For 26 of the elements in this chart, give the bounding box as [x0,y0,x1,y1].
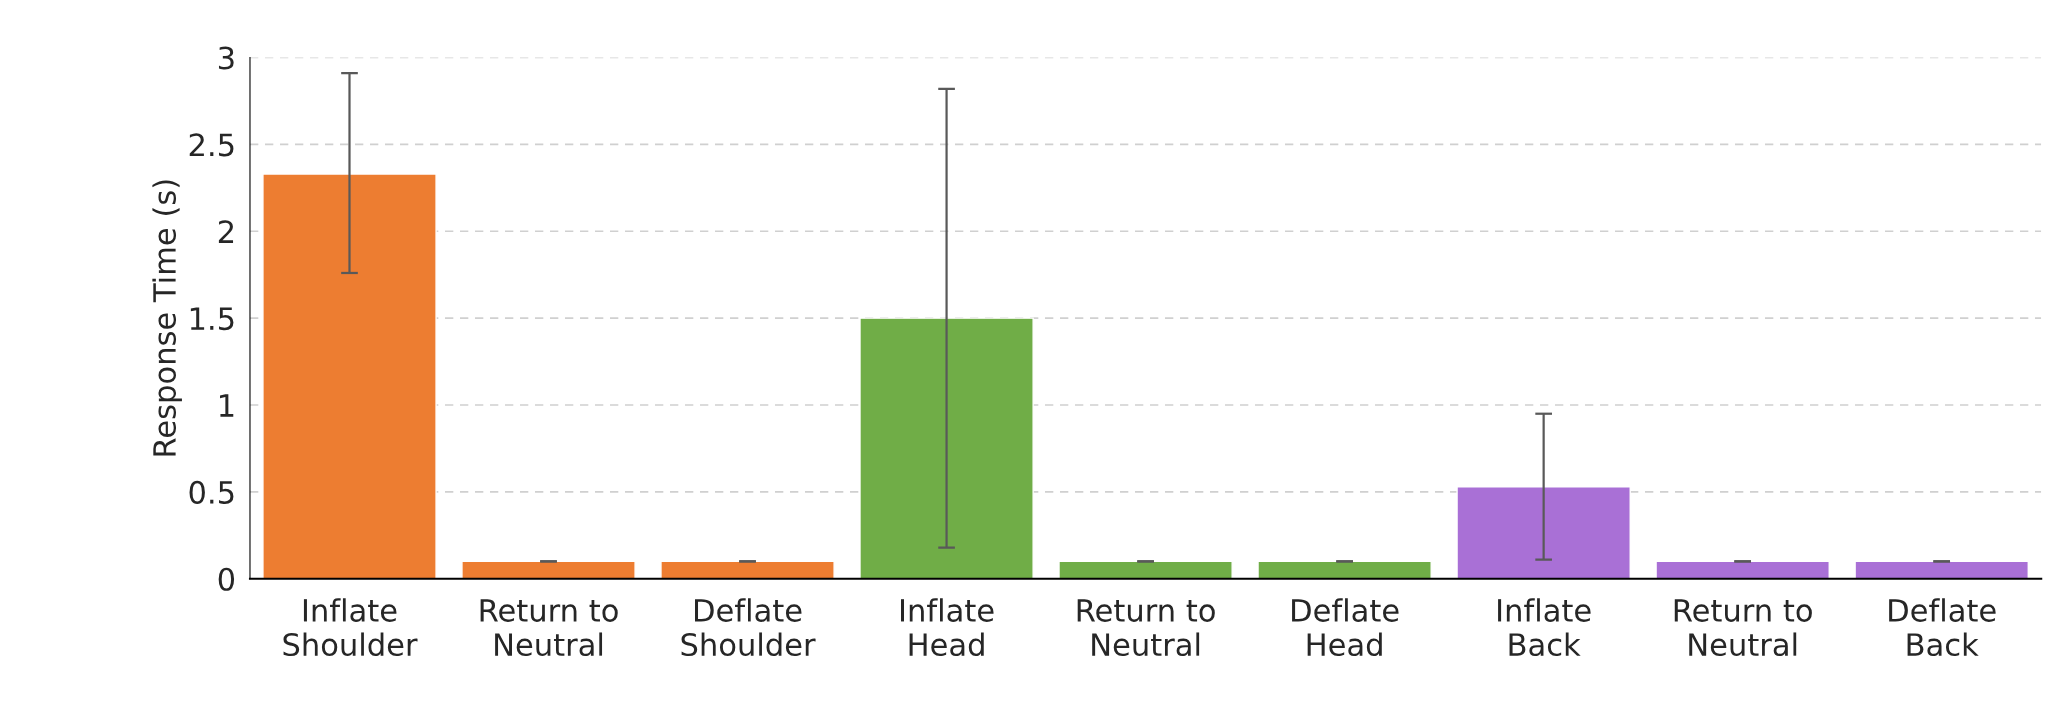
y-tick-label: 2.5 [189,133,234,157]
y-tick-label: 2 [218,220,234,243]
bar [859,317,1034,579]
bar [461,560,636,579]
y-tick-label: 1.5 [190,307,234,331]
bar [1456,486,1631,579]
x-tick-label: Inflate Back [1498,598,1591,657]
bar [660,560,835,579]
bar [1257,560,1432,579]
x-tick-label: Deflate Shoulder [681,598,816,657]
bar [262,173,437,579]
y-tick-label: 0.5 [189,480,234,504]
y-axis-title: Response Time (s) [152,180,182,456]
x-tick-label: Inflate Shoulder [283,598,418,657]
x-tick-label: Return to Neutral [1077,599,1215,657]
bar [1655,560,1830,579]
bar [1854,560,2029,579]
x-tick-label: Return to Neutral [480,599,618,657]
bar [1058,560,1233,579]
y-tick-label: 3 [218,46,234,70]
y-tick-label: 0 [218,567,235,591]
x-tick-label: Deflate Head [1292,598,1399,657]
x-tick-label: Inflate Head [901,598,994,657]
y-tick-label: 1 [220,394,234,417]
x-tick-label: Return to Neutral [1674,599,1812,657]
x-tick-label: Deflate Back [1889,598,1996,657]
